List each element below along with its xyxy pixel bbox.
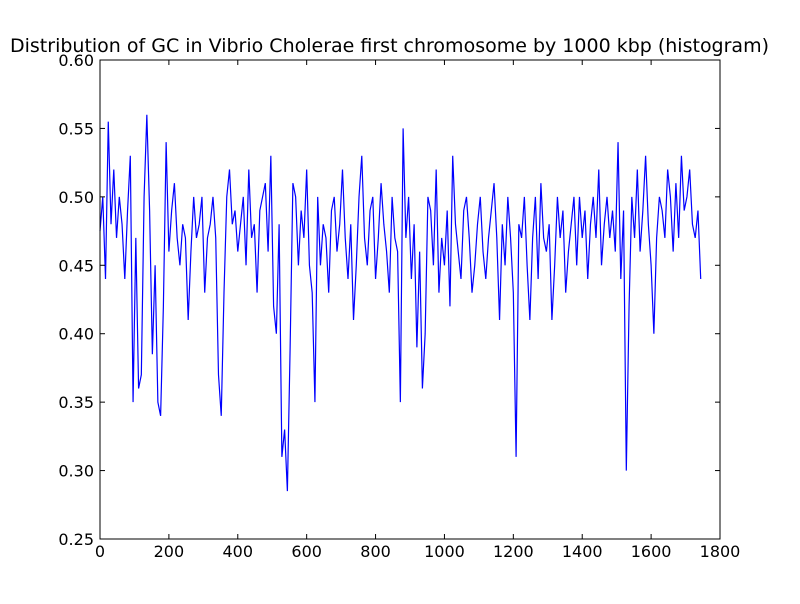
y-tick-label-6: 0.55 — [58, 119, 94, 138]
x-tick-label-1: 200 — [154, 542, 185, 561]
x-tick-label-3: 600 — [291, 542, 322, 561]
series-line-0 — [99, 114, 702, 492]
x-tick-label-7: 1400 — [562, 542, 603, 561]
x-tick-label-4: 800 — [360, 542, 391, 561]
y-tick-label-7: 0.60 — [58, 51, 94, 70]
x-tick-label-5: 1000 — [424, 542, 465, 561]
y-tick-label-1: 0.30 — [58, 462, 94, 481]
y-tick-label-4: 0.45 — [58, 256, 94, 275]
x-tick-label-6: 1200 — [493, 542, 534, 561]
plot-frame — [99, 59, 721, 540]
x-tick-label-0: 0 — [95, 542, 105, 561]
x-tick-label-2: 400 — [223, 542, 254, 561]
y-tick-label-0: 0.25 — [58, 530, 94, 549]
tick-layer: 0 200 400 600 800 1000 1200 1400 1600 1800 0.25 0.3… — [58, 51, 740, 561]
x-tick-label-8: 1600 — [631, 542, 672, 561]
y-tick-label-5: 0.50 — [58, 188, 94, 207]
plot-background — [100, 60, 720, 539]
x-tick-label-9: 1800 — [700, 542, 741, 561]
series-layer — [99, 114, 702, 492]
y-tick-label-2: 0.35 — [58, 393, 94, 412]
chart-title: Distribution of GC in Vibrio Cholerae fi… — [10, 35, 769, 57]
y-tick-label-3: 0.40 — [58, 325, 94, 344]
